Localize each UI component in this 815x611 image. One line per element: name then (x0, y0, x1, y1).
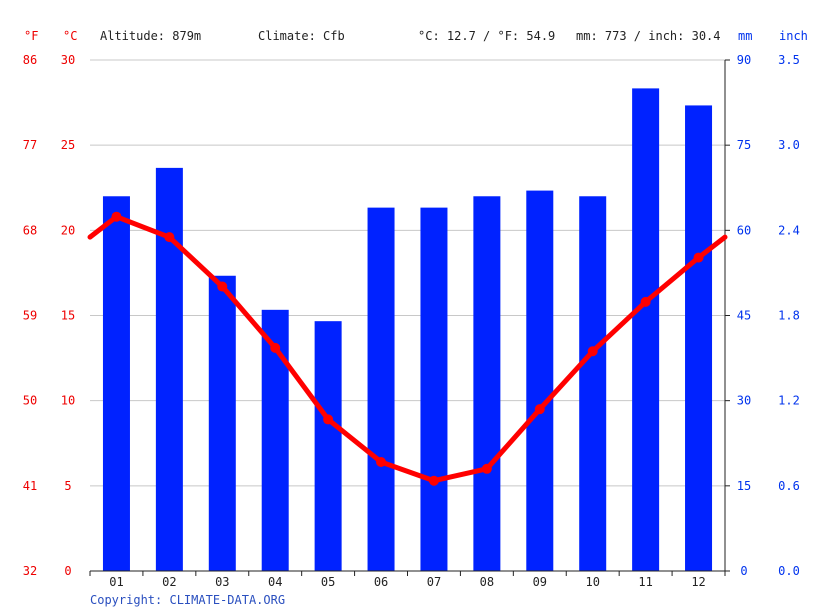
month-tick-label: 10 (585, 575, 599, 589)
precipitation-bars (102, 88, 713, 572)
mm-tick-label: 60 (737, 223, 751, 237)
fahrenheit-tick-label: 86 (23, 53, 37, 67)
temperature-point (111, 211, 122, 222)
mm-tick-label: 15 (737, 479, 751, 493)
fahrenheit-tick-label: 50 (23, 394, 37, 408)
celsius-tick-label: 30 (61, 53, 75, 67)
month-tick-label: 02 (162, 575, 176, 589)
temperature-summary: °C: 12.7 / °F: 54.9 (418, 29, 555, 43)
fahrenheit-tick-label: 77 (23, 138, 37, 152)
precipitation-bar (208, 275, 236, 571)
celsius-tick-label: 20 (61, 223, 75, 237)
celsius-tick-label: 10 (61, 394, 75, 408)
altitude-text: Altitude: 879m (100, 29, 201, 43)
temperature-point (481, 463, 492, 474)
fahrenheit-tick-label: 41 (23, 479, 37, 493)
precipitation-bar (632, 88, 660, 571)
mm-tick-label: 75 (737, 138, 751, 152)
temperature-point (587, 346, 598, 357)
copyright-text: Copyright: CLIMATE-DATA.ORG (90, 593, 285, 607)
tick-labels: 32 0 0 0.0 41 5 15 0.6 50 10 30 1.2 59 15 45 1.8 68 20 60 2… (23, 53, 800, 589)
mm-tick-label: 0 (740, 564, 747, 578)
temperature-line-group (87, 211, 728, 486)
celsius-tick-label: 5 (64, 479, 71, 493)
precipitation-summary: mm: 773 / inch: 30.4 (576, 29, 721, 43)
month-tick-label: 11 (638, 575, 652, 589)
celsius-tick-label: 0 (64, 564, 71, 578)
month-tick-label: 06 (374, 575, 388, 589)
precipitation-bar (420, 207, 448, 571)
precipitation-bar (261, 309, 289, 571)
temperature-point (270, 342, 281, 353)
inch-tick-label: 3.5 (778, 53, 800, 67)
month-tick-label: 08 (480, 575, 494, 589)
inch-tick-label: 3.0 (778, 138, 800, 152)
temperature-point (164, 232, 175, 243)
mm-tick-label: 90 (737, 53, 751, 67)
month-tick-label: 04 (268, 575, 282, 589)
month-tick-label: 01 (109, 575, 123, 589)
month-tick-label: 09 (533, 575, 547, 589)
precipitation-bar (155, 167, 183, 571)
inch-tick-label: 2.4 (778, 223, 800, 237)
temperature-point (534, 404, 545, 415)
month-tick-label: 05 (321, 575, 335, 589)
mm-tick-label: 45 (737, 309, 751, 323)
inch-tick-label: 1.2 (778, 394, 800, 408)
celsius-unit-label: °C (63, 29, 77, 43)
mm-tick-label: 30 (737, 394, 751, 408)
temperature-point (693, 252, 704, 263)
precipitation-bar (685, 105, 713, 571)
celsius-tick-label: 25 (61, 138, 75, 152)
precipitation-bar (102, 196, 130, 571)
month-tick-label: 03 (215, 575, 229, 589)
temperature-point (323, 414, 334, 425)
precipitation-bar (579, 196, 607, 571)
mm-unit-label: mm (738, 29, 752, 43)
inch-unit-label: inch (779, 29, 808, 43)
temperature-point (376, 456, 387, 467)
temperature-point (217, 281, 228, 292)
inch-tick-label: 0.6 (778, 479, 800, 493)
fahrenheit-unit-label: °F (24, 29, 38, 43)
fahrenheit-tick-label: 59 (23, 309, 37, 323)
gridlines (90, 59, 725, 487)
inch-tick-label: 1.8 (778, 309, 800, 323)
month-tick-label: 12 (691, 575, 705, 589)
precipitation-bar (367, 207, 395, 571)
inch-tick-label: 0.0 (778, 564, 800, 578)
precipitation-bar (314, 321, 342, 571)
fahrenheit-tick-label: 32 (23, 564, 37, 578)
month-tick-label: 07 (427, 575, 441, 589)
celsius-tick-label: 15 (61, 309, 75, 323)
temperature-point (428, 475, 439, 486)
temperature-point (640, 296, 651, 307)
precipitation-bar (473, 196, 501, 571)
fahrenheit-tick-label: 68 (23, 223, 37, 237)
climate-text: Climate: Cfb (258, 29, 345, 43)
temperature-line (87, 214, 728, 484)
axes (89, 59, 730, 576)
precipitation-bar (526, 190, 554, 572)
